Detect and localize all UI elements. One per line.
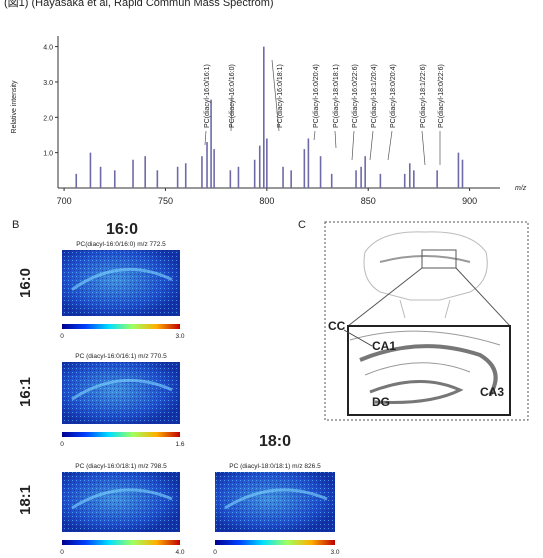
- panel-label: B: [12, 219, 19, 231]
- region-label: CA3: [480, 385, 504, 399]
- x-tick-label: 800: [259, 196, 274, 206]
- colorbar: [62, 324, 180, 329]
- brain-diagram: [324, 221, 529, 421]
- colorbar-min: 0: [60, 333, 64, 340]
- hippocampus-contour: [71, 488, 173, 510]
- annotation-leader: [313, 130, 316, 141]
- peak-annotation: PC(diacyl-18:0/18:1): [333, 64, 340, 128]
- caption: (図1) (Hayasaka et al, Rapid Commun Mass …: [4, 0, 274, 9]
- region-label: CC: [328, 319, 346, 333]
- x-tick-label: 900: [462, 196, 477, 206]
- region-label: DG: [372, 395, 390, 409]
- row-label: 18:1: [17, 485, 34, 515]
- x-tick-label: 850: [361, 196, 376, 206]
- colorbar-max: 3.0: [330, 549, 339, 556]
- row-label: 16:0: [17, 268, 34, 298]
- image-caption: PC (diacyl-18:0/18:1) m/z 826.5: [229, 463, 321, 470]
- annotation-leader: [230, 94, 233, 132]
- colorbar: [215, 540, 335, 545]
- colorbar-min: 0: [60, 549, 64, 556]
- column-header: 16:0: [106, 221, 138, 238]
- colorbar: [62, 540, 180, 545]
- annotation-leader: [351, 130, 355, 161]
- y-tick-label: 3.0: [43, 80, 53, 87]
- annotation-leader: [421, 130, 426, 166]
- y-axis-title: Relative intensity: [11, 80, 18, 133]
- ms-images: PC(diacyl-16:0/16:0) m/z 772.5 0 3.0 PC (di…: [60, 241, 340, 556]
- image-caption: PC(diacyl-16:0/16:0) m/z 772.5: [76, 241, 166, 248]
- x-axis-title: m/z: [515, 185, 527, 192]
- colorbar-max: 1.6: [175, 441, 184, 448]
- annotation-leader: [387, 130, 393, 161]
- image-caption: PC (diacyl-16:0/18:1) m/z 798.5: [75, 463, 167, 470]
- colorbar-max: 3.0: [175, 333, 184, 340]
- peak-annotation: PC(diacyl-16:0/16:1): [204, 64, 211, 128]
- region-label: CA1: [372, 339, 396, 353]
- peak-annotation: PC(diacyl-16:0/18:1): [277, 64, 284, 128]
- peak-annotation: PC(diacyl-16:0/20:4): [313, 64, 320, 128]
- colorbar-min: 0: [60, 441, 64, 448]
- colorbar: [62, 432, 180, 437]
- annotation-leader: [334, 130, 337, 149]
- hippocampus-contour: [71, 267, 173, 291]
- x-tick-label: 750: [158, 196, 173, 206]
- image-caption: PC (diacyl-16:0/16:1) m/z 770.5: [75, 353, 167, 360]
- row-label: 16:1: [17, 377, 34, 407]
- peak-annotation: PC(diacyl-18:0/22:6): [438, 64, 445, 128]
- annotation-leader: [271, 59, 280, 132]
- column-header: 18:0: [259, 433, 291, 450]
- y-tick-label: 2.0: [43, 115, 53, 122]
- annotation-leader: [369, 130, 374, 161]
- peak-annotation: PC(diacyl-16:0/16:0): [229, 64, 236, 128]
- hippocampus-contour: [71, 378, 173, 401]
- x-tick-label: 700: [57, 196, 72, 206]
- peak-annotation: PC(diacyl-18:1/20:4): [371, 64, 378, 128]
- colorbar-max: 4.0: [175, 549, 184, 556]
- panel-label: C: [298, 219, 306, 231]
- y-tick-label: 4.0: [43, 45, 53, 52]
- peak-annotation: PC(diacyl-18:1/22:6): [420, 64, 427, 128]
- y-tick-label: 1.0: [43, 151, 53, 158]
- peak-annotation: PC(diacyl-16:0/22:6): [352, 64, 359, 128]
- peak-annotation: PC(diacyl-18:0/20:4): [390, 64, 397, 128]
- colorbar-min: 0: [213, 549, 217, 556]
- annotation-leader: [204, 130, 207, 146]
- hippocampus-contour: [224, 488, 328, 510]
